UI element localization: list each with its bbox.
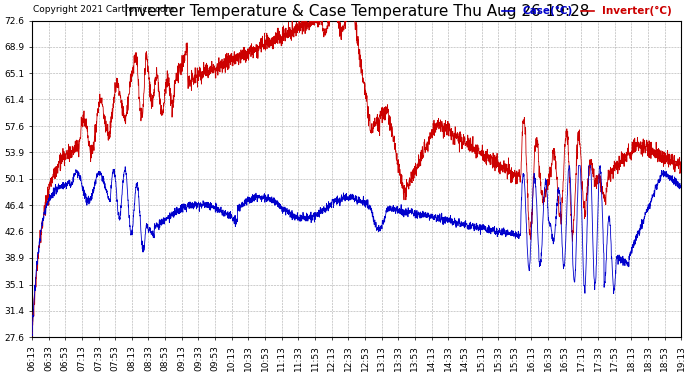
- Title: Inverter Temperature & Case Temperature Thu Aug 26 19:28: Inverter Temperature & Case Temperature …: [124, 4, 589, 20]
- Legend: Case(°C), Inverter(°C): Case(°C), Inverter(°C): [497, 2, 676, 21]
- Text: Copyright 2021 Cartronics.com: Copyright 2021 Cartronics.com: [32, 5, 174, 14]
